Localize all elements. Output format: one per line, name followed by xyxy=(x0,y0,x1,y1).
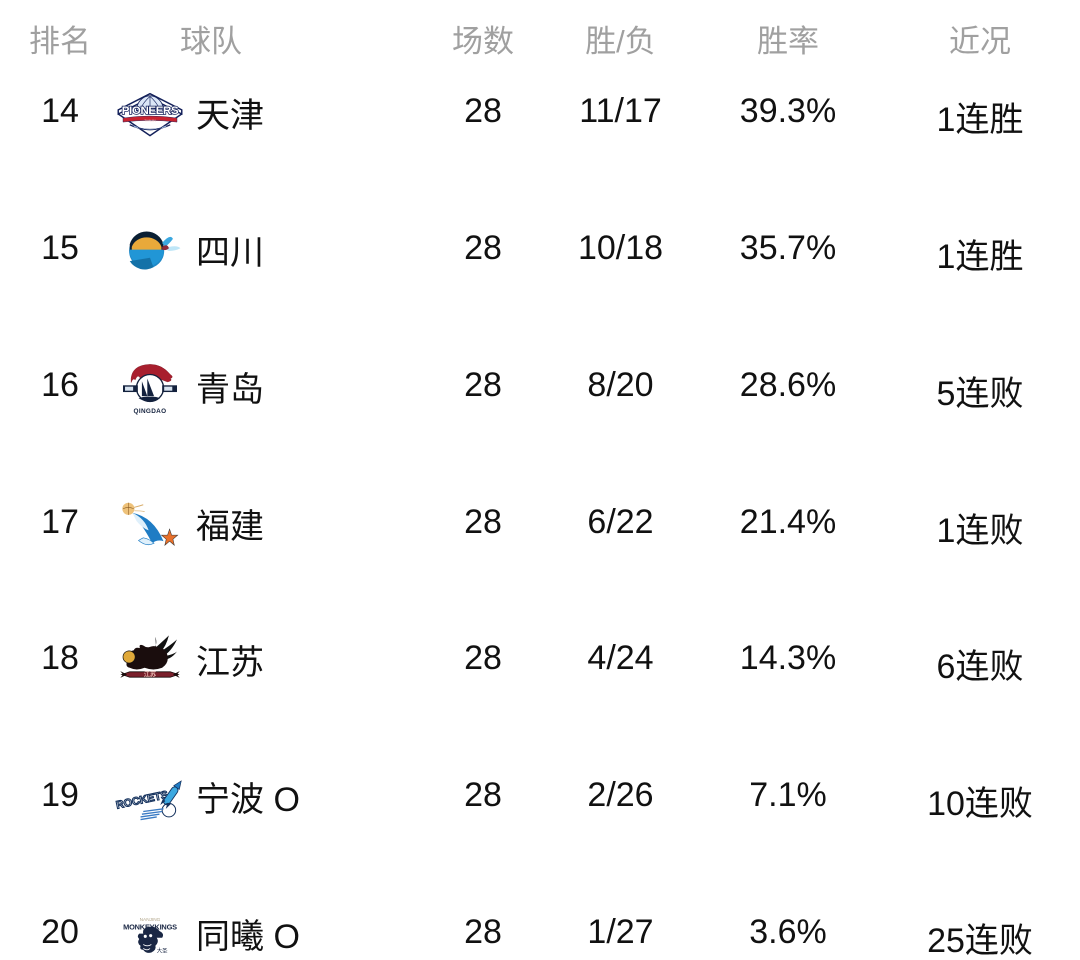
svg-text:ROCKETS: ROCKETS xyxy=(115,789,169,812)
svg-text:NANJING: NANJING xyxy=(140,917,161,923)
svg-text:QINGDAO: QINGDAO xyxy=(134,408,167,415)
svg-text:大圣: 大圣 xyxy=(157,947,168,955)
svg-text:PIONEERS: PIONEERS xyxy=(122,105,179,117)
svg-text:TIANJIN: TIANJIN xyxy=(144,119,155,123)
